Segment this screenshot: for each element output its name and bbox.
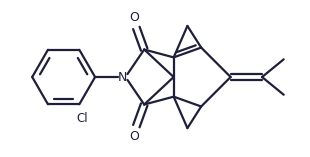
Text: N: N: [118, 70, 127, 84]
Text: O: O: [130, 11, 139, 24]
Text: Cl: Cl: [77, 111, 88, 125]
Text: O: O: [130, 130, 139, 143]
